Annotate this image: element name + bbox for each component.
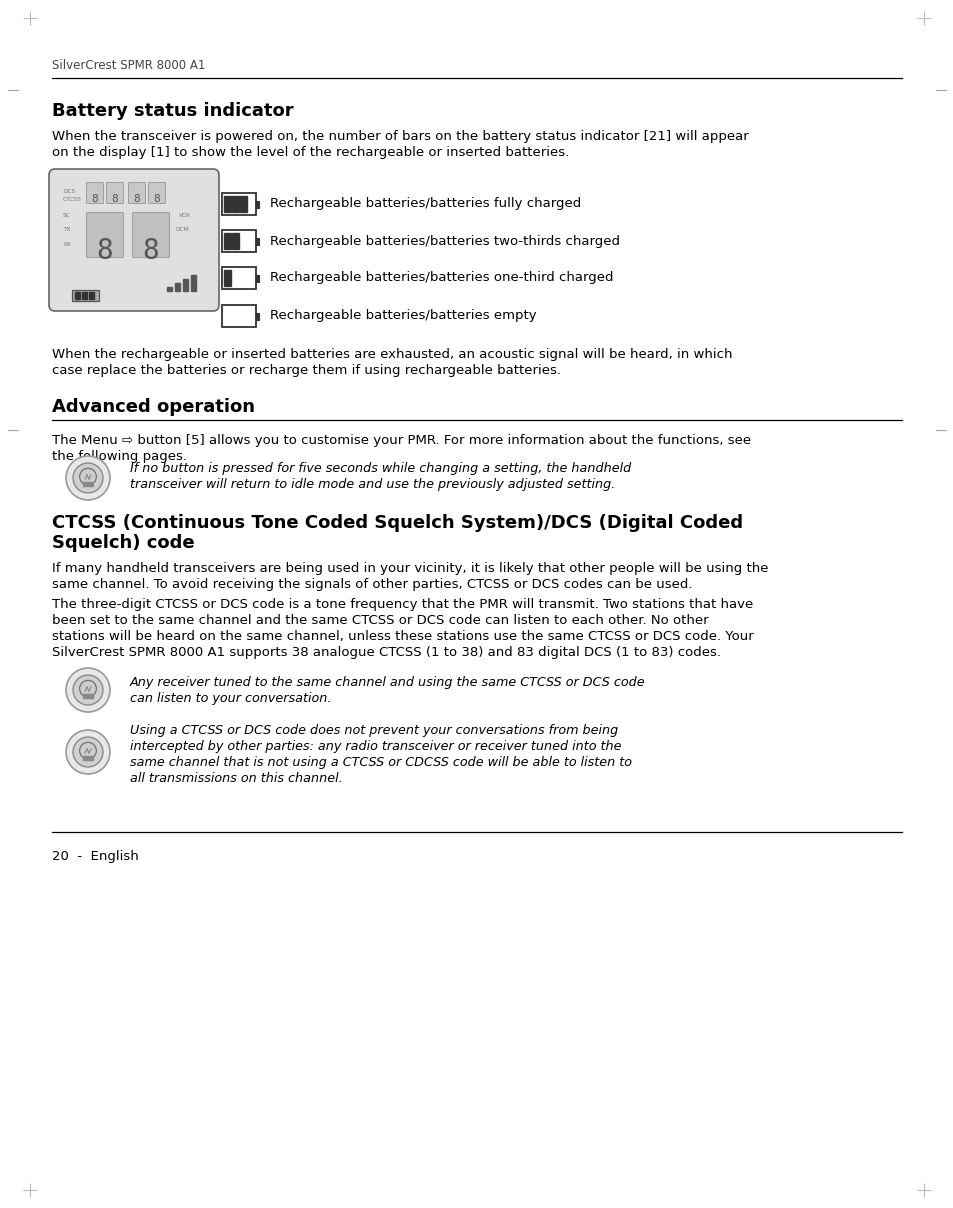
Bar xyxy=(83,693,92,698)
Bar xyxy=(232,233,239,249)
Text: 8: 8 xyxy=(133,194,140,204)
Text: SilverCrest SPMR 8000 A1 supports 38 analogue CTCSS (1 to 38) and 83 digital DCS: SilverCrest SPMR 8000 A1 supports 38 ana… xyxy=(52,646,720,660)
Text: the following pages.: the following pages. xyxy=(52,451,187,463)
Bar xyxy=(167,288,172,291)
Text: case replace the batteries or recharge them if using rechargeable batteries.: case replace the batteries or recharge t… xyxy=(52,364,560,377)
Bar xyxy=(222,230,255,252)
FancyBboxPatch shape xyxy=(87,182,103,203)
Text: Advanced operation: Advanced operation xyxy=(52,397,254,416)
Bar xyxy=(224,233,231,249)
Circle shape xyxy=(79,469,96,486)
Bar xyxy=(82,292,87,300)
Bar xyxy=(191,275,195,291)
Text: Squelch) code: Squelch) code xyxy=(52,534,194,552)
Text: RX: RX xyxy=(63,242,71,246)
Text: Battery status indicator: Battery status indicator xyxy=(52,101,294,120)
Text: all transmissions on this channel.: all transmissions on this channel. xyxy=(130,772,342,785)
Circle shape xyxy=(79,680,96,697)
Bar xyxy=(232,196,239,211)
FancyBboxPatch shape xyxy=(132,213,170,257)
Text: can listen to your conversation.: can listen to your conversation. xyxy=(130,692,331,705)
Circle shape xyxy=(79,743,96,759)
Bar xyxy=(222,193,255,215)
Bar xyxy=(174,283,180,291)
Text: same channel that is not using a CTCSS or CDCSS code will be able to listen to: same channel that is not using a CTCSS o… xyxy=(130,756,631,769)
Bar xyxy=(89,292,94,300)
Text: on the display [1] to show the level of the rechargeable or inserted batteries.: on the display [1] to show the level of … xyxy=(52,146,569,159)
Bar xyxy=(240,196,247,211)
Text: Rechargeable batteries/batteries two-thirds charged: Rechargeable batteries/batteries two-thi… xyxy=(270,234,619,248)
Bar xyxy=(255,201,258,208)
Text: stations will be heard on the same channel, unless these stations use the same C: stations will be heard on the same chann… xyxy=(52,631,753,643)
Bar xyxy=(224,196,231,211)
Bar xyxy=(83,482,92,486)
Circle shape xyxy=(66,730,110,774)
Circle shape xyxy=(66,668,110,712)
Text: transceiver will return to idle mode and use the previously adjusted setting.: transceiver will return to idle mode and… xyxy=(130,478,615,490)
Circle shape xyxy=(73,737,103,767)
Text: When the transceiver is powered on, the number of bars on the battery status ind: When the transceiver is powered on, the … xyxy=(52,130,748,143)
FancyBboxPatch shape xyxy=(72,290,99,302)
Text: CTCSS: CTCSS xyxy=(63,197,82,202)
Bar xyxy=(224,271,231,286)
Text: 8: 8 xyxy=(112,194,118,204)
Text: Using a CTCSS or DCS code does not prevent your conversations from being: Using a CTCSS or DCS code does not preve… xyxy=(130,724,618,737)
Bar xyxy=(255,275,258,281)
Text: Rechargeable batteries/batteries fully charged: Rechargeable batteries/batteries fully c… xyxy=(270,197,580,210)
Text: 8: 8 xyxy=(143,237,159,265)
Text: DCS: DCS xyxy=(63,188,75,194)
Text: been set to the same channel and the same CTCSS or DCS code can listen to each o: been set to the same channel and the sam… xyxy=(52,614,708,627)
Text: The three-digit CTCSS or DCS code is a tone frequency that the PMR will transmit: The three-digit CTCSS or DCS code is a t… xyxy=(52,598,753,611)
Text: DCM: DCM xyxy=(174,227,189,232)
Text: TX: TX xyxy=(63,227,71,232)
Text: 8: 8 xyxy=(96,237,113,265)
Text: SC: SC xyxy=(63,213,71,217)
Bar xyxy=(222,304,255,327)
Text: Rechargeable batteries/batteries empty: Rechargeable batteries/batteries empty xyxy=(270,309,536,323)
Text: VOX: VOX xyxy=(179,213,191,217)
Text: When the rechargeable or inserted batteries are exhausted, an acoustic signal wi: When the rechargeable or inserted batter… xyxy=(52,348,732,361)
Bar xyxy=(255,313,258,320)
Text: CTCSS (Continuous Tone Coded Squelch System)/DCS (Digital Coded: CTCSS (Continuous Tone Coded Squelch Sys… xyxy=(52,513,742,532)
Text: intercepted by other parties: any radio transceiver or receiver tuned into the: intercepted by other parties: any radio … xyxy=(130,741,620,753)
FancyBboxPatch shape xyxy=(49,169,219,310)
FancyBboxPatch shape xyxy=(149,182,165,203)
Text: If no button is pressed for five seconds while changing a setting, the handheld: If no button is pressed for five seconds… xyxy=(130,461,631,475)
Text: If many handheld transceivers are being used in your vicinity, it is likely that: If many handheld transceivers are being … xyxy=(52,562,768,575)
Circle shape xyxy=(73,675,103,705)
Text: 8: 8 xyxy=(91,194,98,204)
Text: The Menu ⇨ button [5] allows you to customise your PMR. For more information abo: The Menu ⇨ button [5] allows you to cust… xyxy=(52,434,750,447)
Text: 20  -  English: 20 - English xyxy=(52,850,138,863)
FancyBboxPatch shape xyxy=(129,182,146,203)
Circle shape xyxy=(73,463,103,493)
FancyBboxPatch shape xyxy=(87,213,123,257)
Text: Any receiver tuned to the same channel and using the same CTCSS or DCS code: Any receiver tuned to the same channel a… xyxy=(130,676,645,689)
Bar xyxy=(222,267,255,289)
Text: 8: 8 xyxy=(153,194,160,204)
Circle shape xyxy=(66,455,110,500)
Bar xyxy=(183,279,188,291)
Bar xyxy=(83,756,92,760)
Text: SilverCrest SPMR 8000 A1: SilverCrest SPMR 8000 A1 xyxy=(52,59,205,72)
Text: same channel. To avoid receiving the signals of other parties, CTCSS or DCS code: same channel. To avoid receiving the sig… xyxy=(52,577,692,591)
FancyBboxPatch shape xyxy=(107,182,123,203)
Bar xyxy=(75,292,80,300)
Bar xyxy=(255,238,258,245)
Text: Rechargeable batteries/batteries one-third charged: Rechargeable batteries/batteries one-thi… xyxy=(270,272,613,285)
